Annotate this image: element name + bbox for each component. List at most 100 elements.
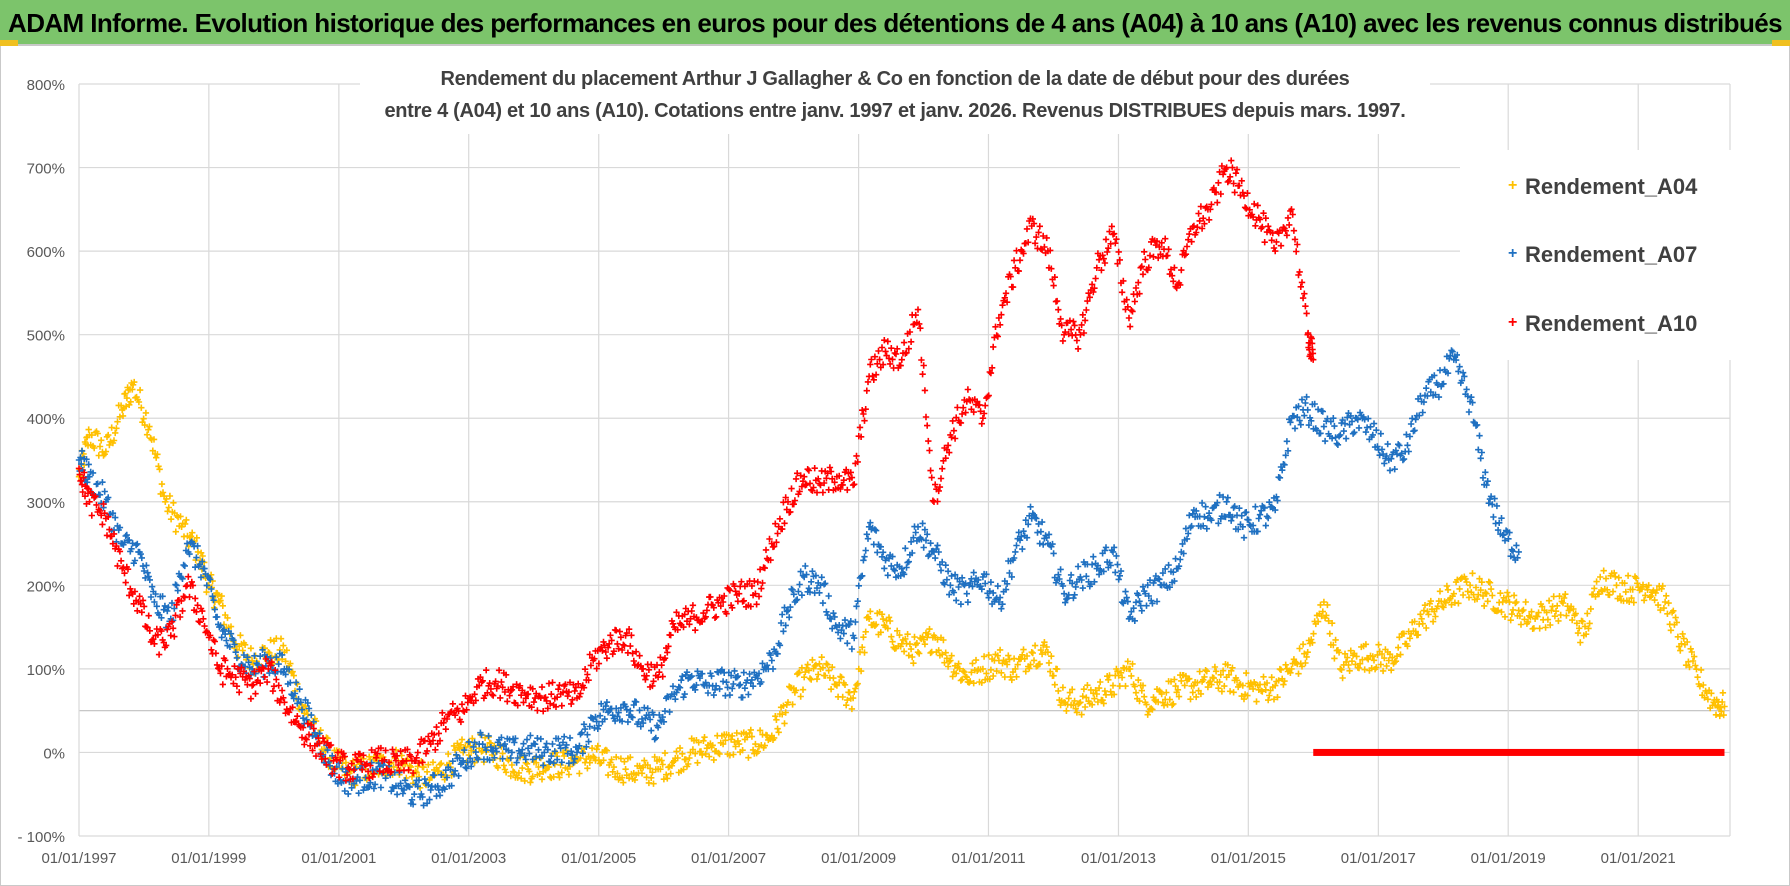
data-point — [969, 583, 976, 590]
data-point — [535, 746, 542, 753]
data-point — [533, 753, 540, 760]
data-point — [121, 539, 128, 546]
data-point — [836, 472, 843, 480]
data-point — [549, 679, 556, 686]
data-point — [529, 773, 536, 780]
data-point — [1122, 588, 1129, 595]
data-point — [488, 747, 496, 754]
data-point — [913, 640, 921, 647]
data-point — [878, 344, 886, 351]
data-point — [193, 534, 200, 541]
data-point — [397, 780, 404, 787]
data-point — [106, 441, 113, 449]
data-point — [598, 700, 605, 707]
data-point — [1203, 525, 1210, 532]
data-point — [1494, 526, 1502, 534]
data-point — [192, 595, 199, 602]
data-point — [203, 582, 210, 589]
data-point — [232, 649, 239, 656]
data-point — [1374, 651, 1381, 659]
data-point — [1006, 656, 1013, 663]
data-point — [559, 689, 567, 696]
data-point — [911, 523, 918, 530]
data-point — [1210, 674, 1217, 682]
data-point — [1081, 703, 1089, 711]
data-point — [550, 773, 557, 781]
data-point — [815, 579, 822, 587]
data-point — [1031, 514, 1039, 521]
data-point — [1016, 257, 1024, 264]
data-point — [830, 610, 837, 617]
data-point — [599, 647, 606, 654]
data-point — [1485, 578, 1492, 585]
data-point — [953, 670, 960, 677]
data-point — [507, 687, 514, 694]
data-point — [520, 699, 527, 706]
data-point — [617, 634, 625, 641]
data-point — [604, 771, 612, 779]
data-point — [81, 469, 88, 476]
data-point — [1424, 392, 1431, 400]
data-point — [138, 554, 145, 562]
data-point — [168, 599, 176, 607]
data-point — [804, 661, 811, 668]
data-point — [919, 520, 926, 527]
data-point — [1130, 605, 1137, 612]
data-point — [755, 670, 763, 677]
data-point — [839, 481, 846, 489]
data-point — [979, 415, 987, 422]
data-point — [238, 664, 245, 671]
data-point — [1116, 572, 1123, 579]
data-point — [1469, 399, 1476, 406]
data-point — [639, 719, 647, 727]
data-point — [1116, 256, 1123, 264]
data-point — [656, 711, 663, 719]
data-point — [1378, 650, 1386, 658]
data-point — [740, 597, 747, 604]
data-point — [1370, 657, 1378, 664]
data-point — [1411, 427, 1418, 434]
data-point — [1023, 534, 1031, 541]
data-point — [1692, 662, 1699, 669]
data-point — [484, 689, 491, 696]
data-point — [1621, 580, 1628, 587]
data-point — [219, 602, 226, 609]
data-point — [166, 492, 174, 500]
data-point — [600, 757, 607, 764]
data-point — [413, 754, 420, 761]
data-point — [551, 761, 558, 768]
data-point — [178, 597, 185, 605]
data-point — [941, 581, 948, 588]
data-point — [234, 653, 242, 661]
data-point — [1478, 449, 1485, 456]
data-point — [511, 739, 518, 746]
data-point — [788, 485, 795, 492]
data-point — [978, 420, 985, 427]
data-point — [211, 638, 218, 645]
data-point — [1013, 247, 1020, 254]
data-point — [84, 473, 92, 480]
banner: ADAM Informe. Evolution historique des p… — [0, 0, 1790, 46]
data-point — [1400, 630, 1408, 637]
data-point — [843, 466, 850, 473]
data-point — [515, 769, 523, 777]
data-point — [373, 766, 380, 773]
data-point — [531, 694, 539, 702]
data-point — [375, 759, 382, 767]
data-point — [1224, 494, 1231, 501]
data-point — [84, 433, 91, 441]
legend-label-a07: Rendement_A07 — [1525, 242, 1698, 267]
data-point — [1055, 306, 1062, 313]
data-point — [588, 715, 596, 722]
data-point — [645, 666, 653, 673]
data-point — [1493, 502, 1501, 510]
data-point — [1354, 416, 1361, 423]
data-point — [1719, 698, 1726, 706]
data-point — [998, 605, 1005, 612]
data-point — [425, 733, 432, 740]
data-point — [1078, 711, 1085, 718]
data-point — [844, 696, 851, 704]
data-point — [1686, 663, 1693, 671]
data-point — [794, 470, 801, 477]
data-point — [98, 512, 105, 519]
